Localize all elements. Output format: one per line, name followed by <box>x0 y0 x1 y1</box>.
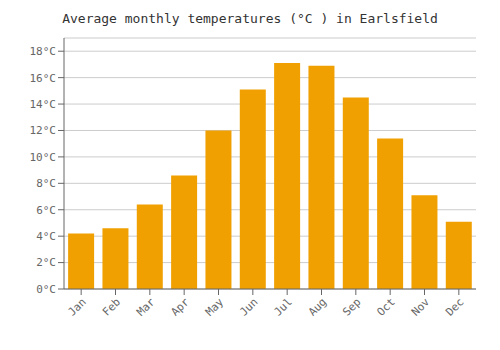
svg-text:Oct: Oct <box>375 295 398 318</box>
html-text:Average monthly temperatures (: Average monthly temperatures (°C ) in Ea… <box>62 11 438 26</box>
svg-text:4°C: 4°C <box>36 230 56 243</box>
svg-text:16°C: 16°C <box>30 72 57 85</box>
svg-text:2°C: 2°C <box>36 256 56 269</box>
svg-text:Nov: Nov <box>409 295 433 319</box>
svg-text:0°C: 0°C <box>36 283 56 296</box>
svg-text:Feb: Feb <box>100 295 123 318</box>
svg-text:12°C: 12°C <box>30 124 57 137</box>
svg-text:Jun: Jun <box>237 295 260 318</box>
svg-text:Jan: Jan <box>66 295 89 318</box>
svg-text:Sep: Sep <box>340 295 363 318</box>
svg-text:Dec: Dec <box>443 295 466 318</box>
svg-text:May: May <box>203 295 227 319</box>
svg-text:10°C: 10°C <box>30 151 57 164</box>
svg-text:18°C: 18°C <box>30 45 57 58</box>
svg-text:Aug: Aug <box>306 295 329 318</box>
svg-text:Apr: Apr <box>169 295 193 319</box>
svg-text:6°C: 6°C <box>36 204 56 217</box>
svg-text:Jul: Jul <box>272 295 295 318</box>
svg-text:8°C: 8°C <box>36 177 56 190</box>
svg-text:14°C: 14°C <box>30 98 57 111</box>
svg-text:Mar: Mar <box>134 295 158 319</box>
